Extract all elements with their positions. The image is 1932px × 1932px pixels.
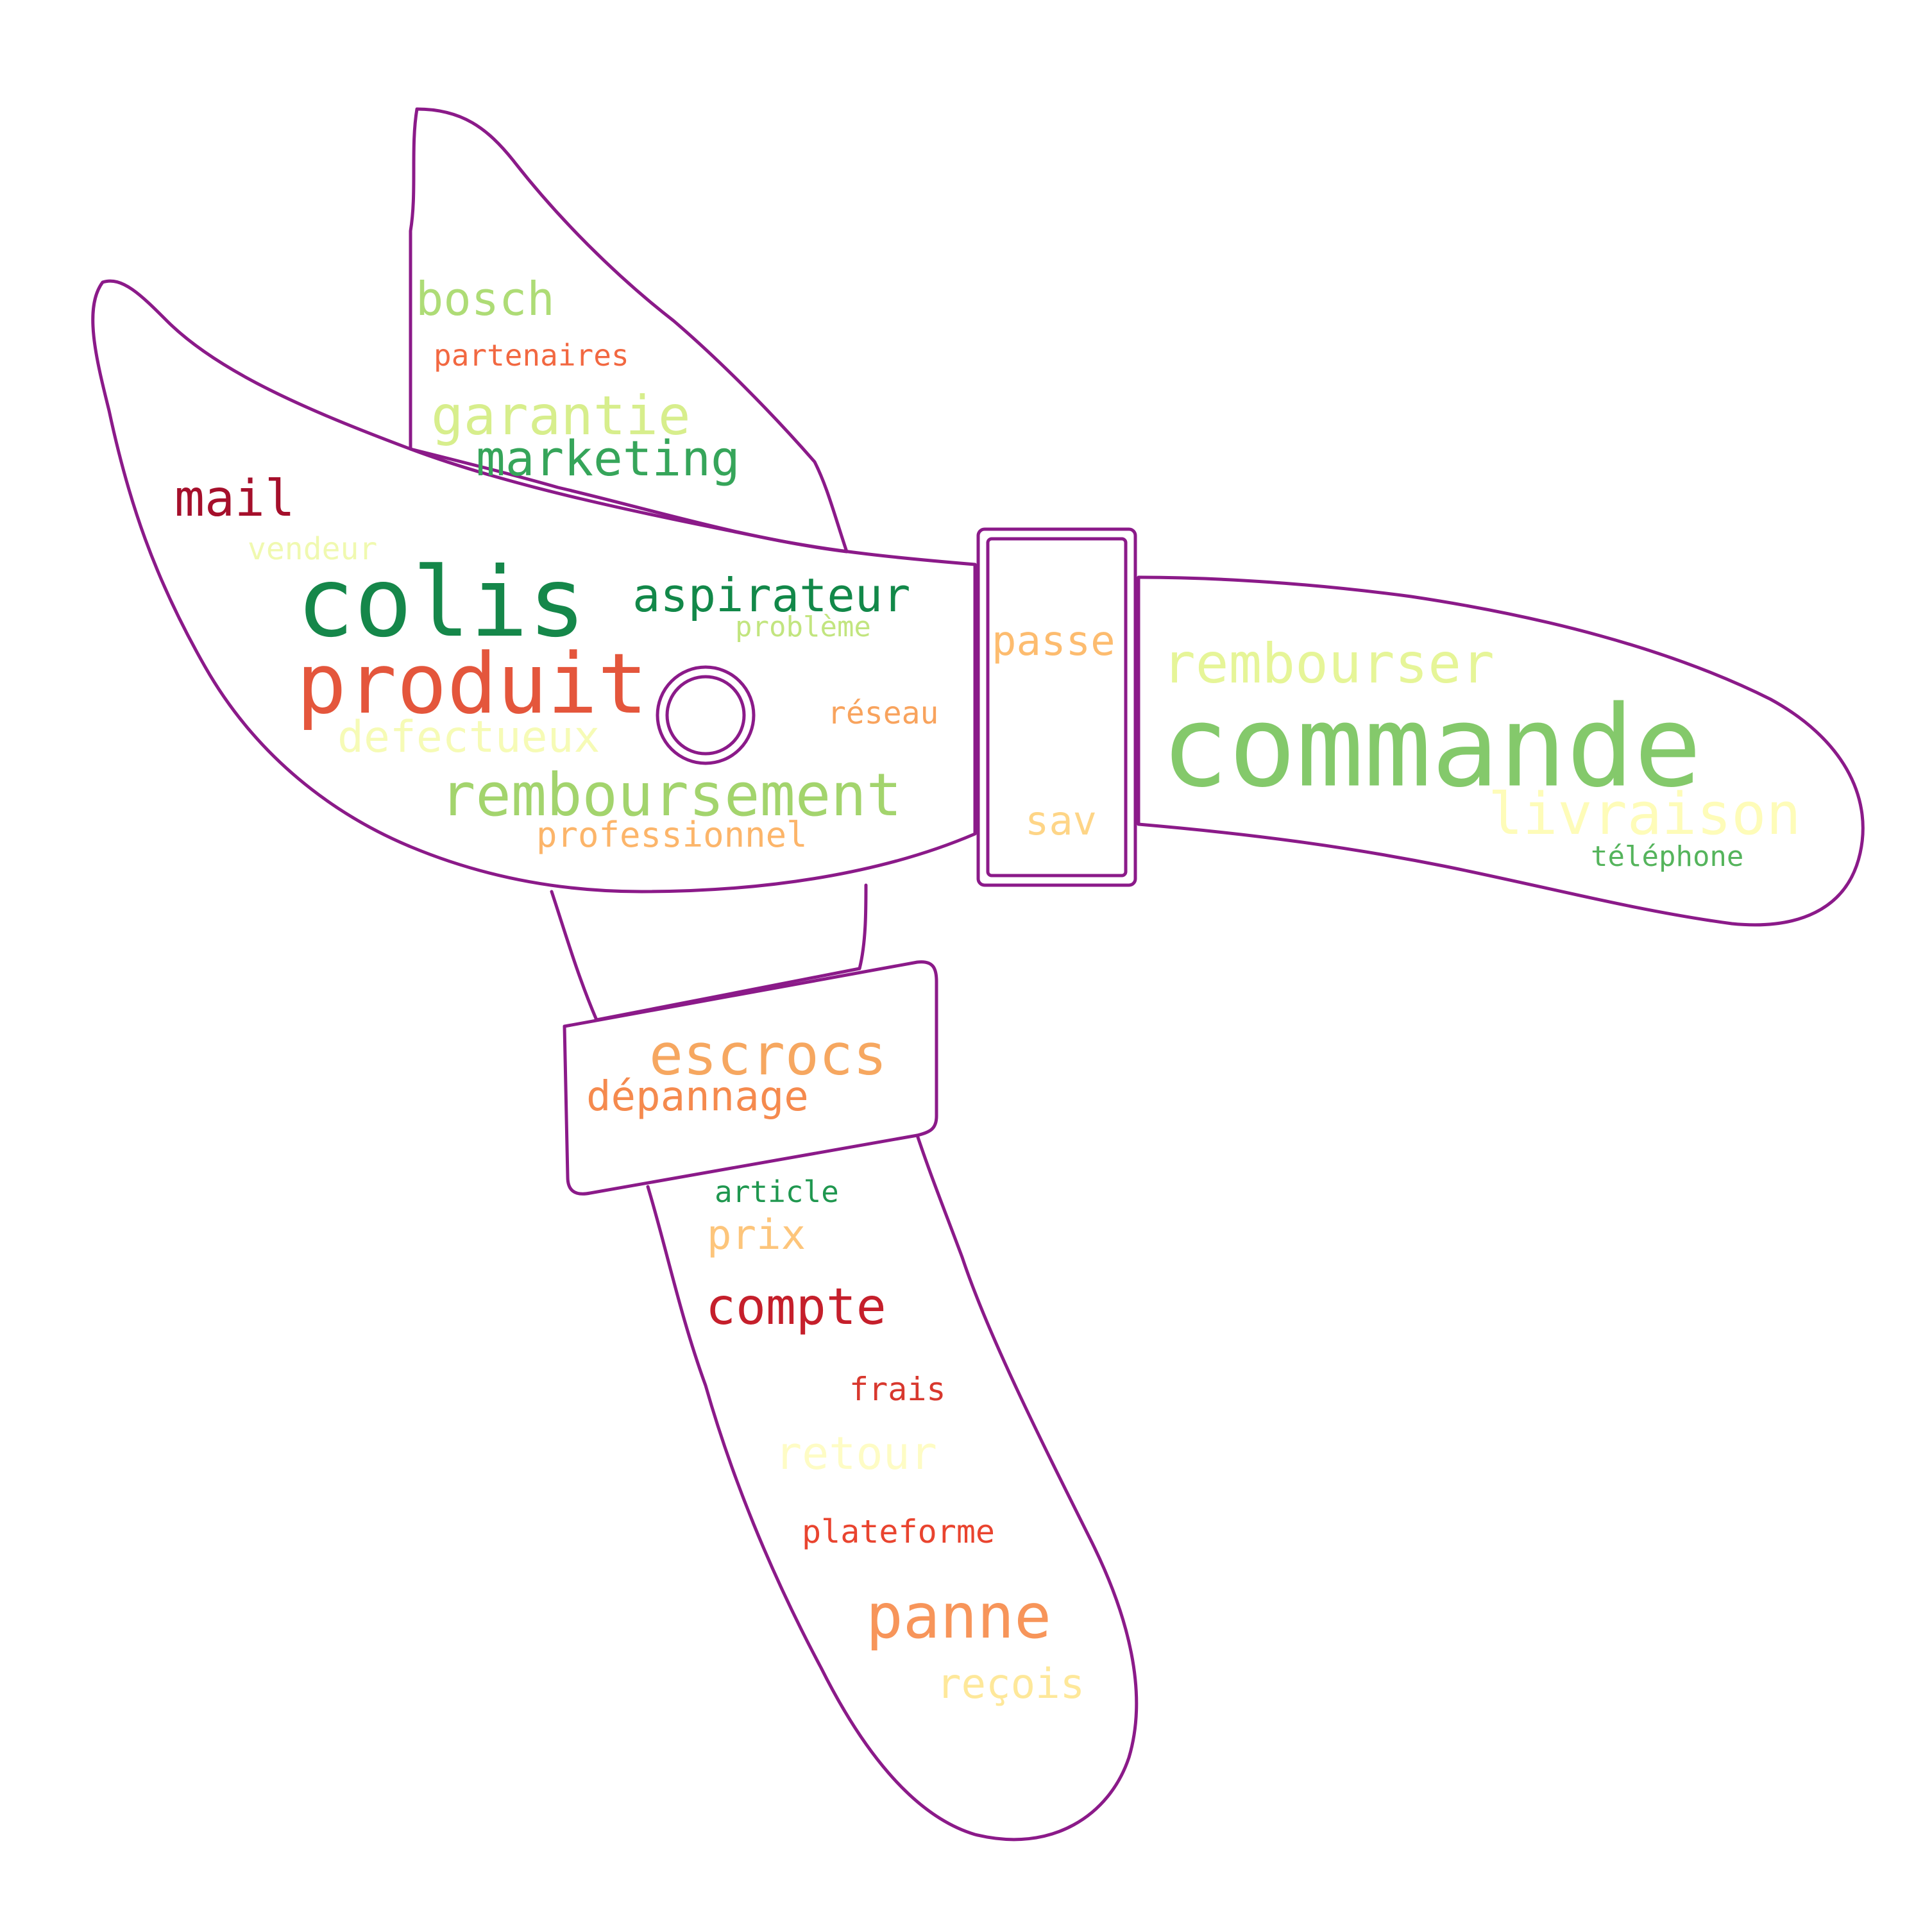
word-partenaires: partenaires [434,338,629,373]
word-depannage: dépannage [586,1073,809,1121]
word-produit: produit [296,635,648,733]
lower-handle-outline [646,1133,1139,1842]
word-recois: reçois [936,1661,1085,1708]
pivot-bolt-outline [656,665,756,765]
word-prix: prix [707,1212,806,1259]
word-telephone: téléphone [1591,840,1744,873]
word-panne: panne [866,1580,1051,1652]
word-escrocs: escrocs [649,1022,887,1088]
word-garantie: garantie [431,384,691,447]
word-sav: sav [1025,797,1097,844]
word-commande: commande [1161,682,1702,813]
word-article: article [715,1174,839,1209]
spring-box-outline [976,527,1137,887]
lower-blade-outline [91,279,977,894]
word-defectueux: defectueux [337,712,600,763]
word-colis: colis [296,547,586,659]
word-vendeur: vendeur [248,531,378,567]
word-probleme: problème [735,611,871,643]
pivot-bolt-inner-outline [665,675,746,756]
word-reseau: réseau [827,695,939,731]
handle-grip-band-outline [563,960,938,1196]
upper-blade-outline [409,107,849,554]
word-compte: compte [706,1278,886,1336]
word-remboursement: remboursement [440,761,902,829]
word-marketing: marketing [476,430,740,487]
word-livraison: livraison [1488,781,1801,848]
word-plateforme: plateforme [802,1513,996,1550]
word-frais: frais [849,1371,946,1408]
word-mail: mail [174,470,295,528]
word-aspirateur: aspirateur [632,568,911,622]
right-handle-outline [1137,575,1865,927]
word-rembourser: rembourser [1162,632,1495,696]
spring-box-inner-outline [986,537,1128,877]
word-professionnel: professionnel [536,815,808,855]
word-retour: retour [775,1427,937,1480]
word-passe: passe [992,618,1115,665]
word-bosch: bosch [416,272,555,326]
